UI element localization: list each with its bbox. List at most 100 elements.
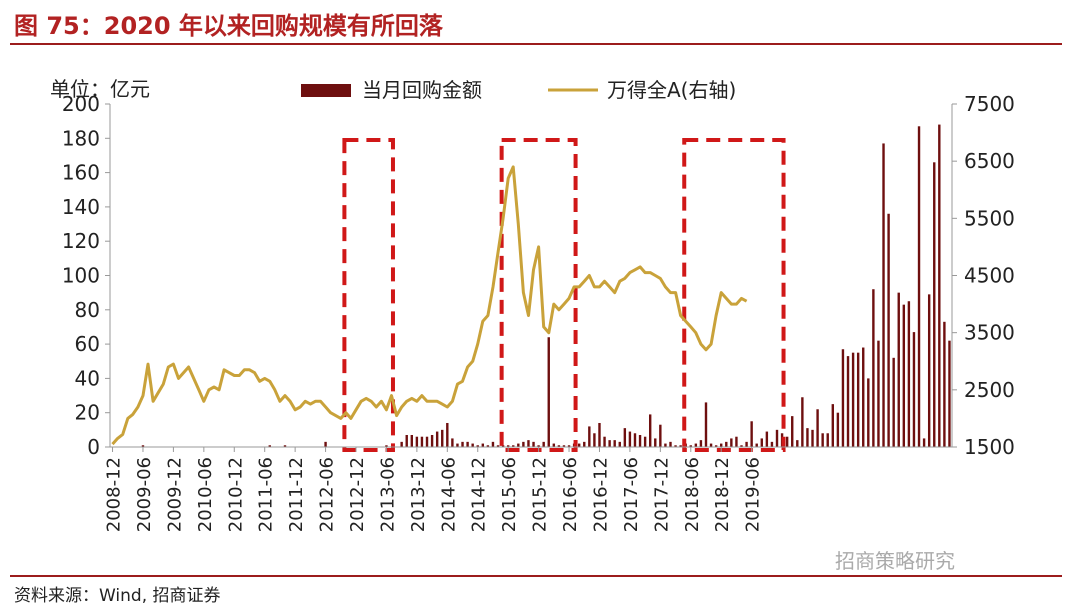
x-tick-label: 2014-12	[469, 457, 490, 532]
bar	[917, 126, 921, 448]
bar	[491, 441, 495, 447]
x-tick-label: 2012-12	[347, 457, 368, 532]
bar	[806, 428, 809, 447]
bar	[846, 356, 850, 447]
legend-bar-swatch	[301, 84, 351, 97]
bar	[862, 347, 865, 447]
bar	[856, 352, 860, 447]
bar	[745, 441, 748, 447]
bar	[648, 414, 652, 447]
bar	[385, 445, 388, 447]
bar	[532, 441, 535, 447]
bar	[831, 404, 835, 447]
y-right-tick-label: 7500	[964, 92, 1015, 116]
bar	[577, 443, 581, 447]
x-tick-label: 2013-12	[408, 457, 429, 532]
bar	[902, 304, 906, 447]
bar	[877, 340, 880, 447]
bar	[633, 433, 637, 447]
bar	[730, 438, 733, 447]
bar	[841, 349, 845, 447]
line-series-wind-all-a	[111, 165, 748, 446]
bar	[415, 436, 419, 447]
legend: 当月回购金额 万得全A(右轴)	[301, 78, 736, 102]
y-left-tick-label: 180	[62, 126, 100, 150]
bar	[664, 443, 667, 447]
bar-series	[141, 124, 951, 448]
unit-label: 单位：亿元	[50, 77, 150, 101]
x-tick-label: 2017-12	[651, 457, 672, 532]
bar	[907, 301, 911, 447]
bar	[791, 416, 794, 447]
bar	[400, 441, 403, 447]
bar	[801, 397, 804, 447]
bar	[785, 436, 789, 447]
axes: 0 20 40 60 80 100 120 140 160 180 200 1500 2500 3500 4…	[62, 92, 1015, 532]
bar	[608, 440, 611, 447]
bar	[816, 409, 819, 447]
bar	[547, 337, 550, 447]
bar	[796, 440, 799, 447]
y-left-tick-label: 40	[75, 366, 100, 390]
bar	[872, 289, 875, 447]
bar	[451, 438, 454, 447]
x-tick-label: 2017-06	[621, 457, 642, 532]
bar	[588, 426, 591, 447]
bar	[851, 352, 855, 447]
bar	[720, 443, 723, 447]
title-divider	[10, 43, 1062, 45]
y-left-tick-label: 140	[62, 195, 100, 219]
x-tick-label: 2013-06	[377, 457, 398, 532]
bar	[659, 424, 662, 447]
bar	[638, 434, 642, 447]
x-tick-label: 2009-06	[134, 457, 155, 532]
bar	[506, 445, 510, 447]
bar	[501, 445, 505, 447]
bar	[456, 443, 459, 447]
bar	[623, 428, 627, 447]
bar	[694, 443, 698, 447]
bar	[430, 434, 434, 447]
y-left-tick-label: 20	[75, 401, 100, 425]
bar	[598, 422, 601, 447]
y-right-tick-label: 1500	[964, 435, 1015, 459]
bar	[618, 441, 621, 447]
bar	[669, 441, 672, 447]
bar	[435, 431, 439, 447]
y-left-tick-label: 60	[75, 332, 100, 356]
bar	[466, 441, 469, 447]
bar	[948, 340, 951, 447]
bar	[324, 441, 327, 447]
bar	[725, 441, 728, 447]
x-tick-label: 2011-06	[256, 457, 277, 532]
y-left-tick-label: 120	[62, 229, 100, 253]
x-tick-label: 2016-12	[590, 457, 611, 532]
bar	[735, 436, 738, 447]
bar	[760, 438, 763, 447]
bar	[755, 443, 758, 447]
y-left-tick-label: 100	[62, 264, 100, 288]
x-tick-label: 2010-06	[195, 457, 216, 532]
bar	[689, 445, 692, 447]
bar	[583, 441, 586, 447]
y-left-tick-label: 160	[62, 161, 100, 185]
x-tick-label: 2014-06	[438, 457, 459, 532]
bar	[268, 445, 271, 447]
bar	[679, 445, 682, 447]
bar	[821, 433, 824, 447]
bar	[537, 445, 540, 447]
legend-bar-label: 当月回购金额	[362, 78, 482, 102]
footer-divider	[10, 575, 1062, 577]
bar	[542, 441, 545, 447]
x-tick-label: 2019-06	[743, 457, 764, 532]
chart: 0 20 40 60 80 100 120 140 160 180 200 1500 2500 3500 4…	[50, 77, 1015, 532]
bar	[562, 445, 566, 447]
bar	[425, 436, 429, 447]
y-left-tick-label: 0	[87, 435, 100, 459]
bar	[922, 438, 926, 447]
bar	[938, 124, 941, 447]
highlight-box	[342, 138, 395, 452]
bar	[496, 445, 500, 447]
bar	[811, 429, 814, 447]
